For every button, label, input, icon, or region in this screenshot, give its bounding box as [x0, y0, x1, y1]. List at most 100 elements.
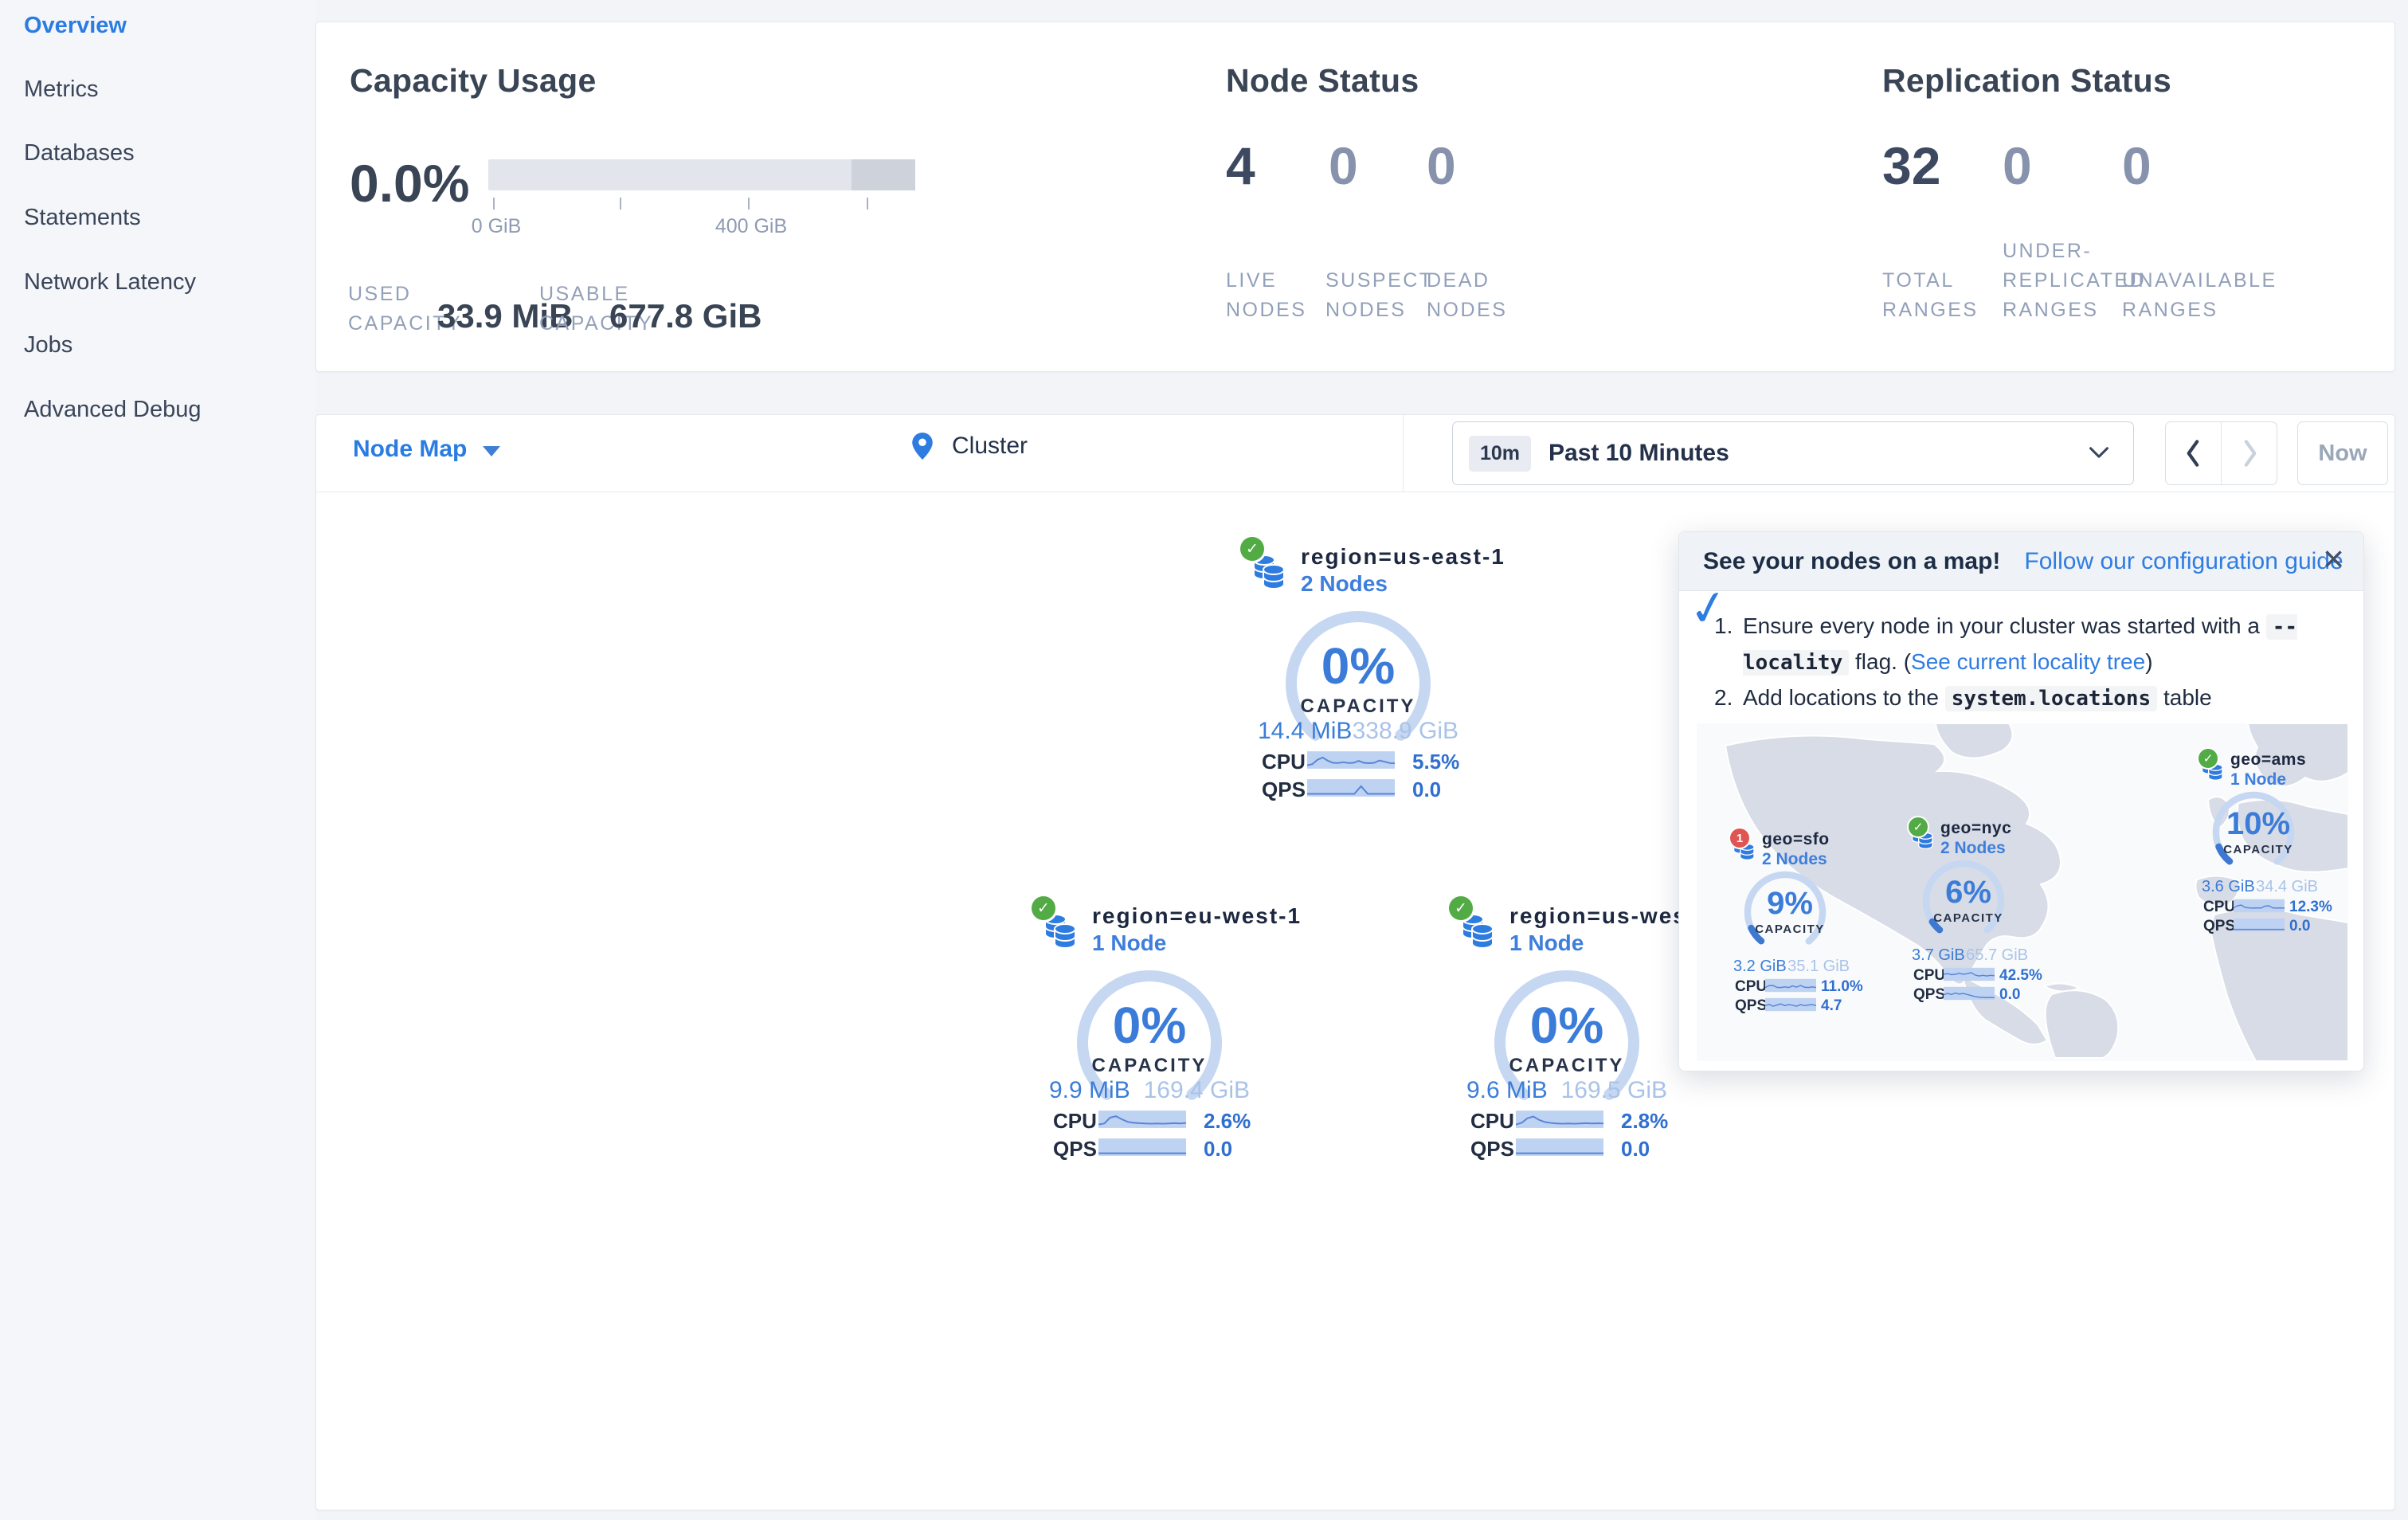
region-nodes-link[interactable]: 1 Node — [1092, 930, 1167, 955]
sidebar-item-metrics[interactable]: Metrics — [24, 76, 99, 102]
view-mode-label: Node Map — [353, 436, 468, 462]
region-card-us-east-1[interactable]: ✓ region=us-east-1 2 Nodes 0% CAPACITY 1… — [1239, 536, 1504, 811]
configuration-guide-link[interactable]: Follow our configuration guide — [2024, 547, 2343, 574]
region-nodes-link[interactable]: 2 Nodes — [1301, 571, 1388, 596]
sidebar-item-advanced-debug[interactable]: Advanced Debug — [24, 397, 202, 422]
mini-region-card-geo-sfo[interactable]: 1 geo=sfo 2 Nodes 9% CAPACITY 3.2 GiB 35… — [1730, 829, 1863, 1014]
view-mode-dropdown[interactable]: Node Map — [353, 436, 501, 463]
usable-capacity-value: 677.8 GiB — [609, 297, 762, 335]
live-nodes-count: 4 — [1226, 136, 1255, 195]
region-nodes-link[interactable]: 2 Nodes — [1940, 839, 2006, 857]
capacity-gauge — [1922, 860, 2005, 942]
sidebar-item-network-latency[interactable]: Network Latency — [24, 269, 196, 295]
cpu-label: CPU — [1053, 1109, 1097, 1133]
capacity-percent: 9% — [1767, 886, 1813, 921]
healthy-status-icon: ✓ — [1240, 537, 1264, 561]
cpu-value: 2.6% — [1204, 1109, 1251, 1133]
cpu-label: CPU — [1470, 1109, 1514, 1133]
used-value: 14.4 MiB — [1258, 718, 1353, 744]
database-stack-icon — [1462, 914, 1494, 949]
cpu-sparkline — [1098, 1111, 1186, 1128]
qps-sparkline — [2234, 918, 2285, 932]
time-step-forward-button[interactable] — [2221, 422, 2277, 484]
chevron-down-icon — [2089, 447, 2108, 458]
qps-value: 0.0 — [1204, 1137, 1233, 1161]
replication-status-title: Replication Status — [1882, 62, 2172, 99]
sidebar-item-databases[interactable]: Databases — [24, 140, 135, 166]
cpu-value: 5.5% — [1412, 750, 1460, 774]
used-capacity-value: 33.9 MiB — [437, 297, 574, 335]
node-map-setup-popup: See your nodes on a map! Follow our conf… — [1678, 531, 2364, 1071]
under-replicated-ranges-label: UNDER-REPLICATED RANGES — [2003, 240, 2147, 321]
total-value: 169.5 GiB — [1560, 1077, 1667, 1103]
region-nodes-link[interactable]: 1 Node — [1509, 930, 1584, 955]
time-range-badge: 10m — [1469, 435, 1532, 472]
capacity-caption: CAPACITY — [1509, 1055, 1625, 1076]
total-ranges-label: TOTAL RANGES — [1882, 269, 1979, 321]
total-ranges-count: 32 — [1882, 136, 1941, 195]
sidebar-item-jobs[interactable]: Jobs — [24, 332, 73, 358]
used-value: 9.9 MiB — [1049, 1077, 1130, 1103]
close-icon[interactable]: × — [2323, 538, 2344, 579]
database-stack-icon — [1253, 554, 1285, 590]
capacity-percent: 6% — [1945, 875, 1991, 910]
capacity-axis-label-0: 0 GiB — [471, 215, 522, 237]
sidebar-item-overview[interactable]: Overview — [24, 13, 127, 38]
unavailable-ranges-label: UNAVAILABLE RANGES — [2122, 269, 2277, 321]
cpu-label: CPU — [1913, 967, 1946, 984]
used-value: 3.6 GiB — [2202, 878, 2255, 895]
qps-label: QPS — [2203, 918, 2236, 934]
qps-sparkline — [1944, 986, 1995, 1001]
breadcrumb-label: Cluster — [952, 433, 1028, 459]
capacity-axis-tick — [867, 198, 868, 210]
mini-region-card-geo-ams[interactable]: ✓ geo=ams 1 Node 10% CAPACITY 3.6 GiB 34… — [2199, 749, 2332, 934]
chevron-right-icon — [2244, 440, 2256, 467]
qps-label: QPS — [1913, 986, 1946, 1003]
region-name: region=us-east-1 — [1301, 544, 1505, 569]
now-button[interactable]: Now — [2297, 421, 2388, 485]
region-card-eu-west-1[interactable]: ✓ region=eu-west-1 1 Node 0% CAPACITY 9.… — [1030, 895, 1300, 1170]
total-value: 338.9 GiB — [1352, 718, 1459, 744]
time-range-dropdown[interactable]: 10m Past 10 Minutes — [1452, 421, 2134, 485]
suspect-nodes-count: 0 — [1329, 136, 1358, 195]
region-card-us-west-1[interactable]: ✓ region=us-west-1 1 Node 0% CAPACITY 9.… — [1447, 895, 1717, 1170]
used-value: 3.7 GiB — [1912, 946, 1965, 964]
capacity-usage-title: Capacity Usage — [350, 62, 597, 99]
used-value: 9.6 MiB — [1466, 1077, 1548, 1103]
locality-tree-link[interactable]: See current locality tree — [1911, 649, 2146, 674]
total-value: 65.7 GiB — [1966, 946, 2028, 964]
used-capacity-label: USED CAPACITY — [348, 283, 463, 335]
qps-sparkline — [1307, 779, 1395, 797]
cpu-label: CPU — [1262, 750, 1306, 774]
region-name: geo=sfo — [1762, 830, 1830, 848]
node-map-toolbar: Node Map Cluster 10m Past 10 Minutes — [316, 415, 2394, 492]
world-map — [1724, 723, 2348, 1061]
usable-capacity-label: USABLE CAPACITY — [539, 283, 654, 335]
sidebar-item-statements[interactable]: Statements — [24, 205, 141, 230]
qps-value: 4.7 — [1821, 997, 1842, 1014]
total-value: 169.4 GiB — [1143, 1077, 1250, 1103]
region-nodes-link[interactable]: 1 Node — [2230, 770, 2287, 789]
popup-title: See your nodes on a map! — [1703, 547, 2001, 574]
database-stack-icon — [1044, 914, 1076, 949]
qps-value: 0.0 — [2289, 918, 2311, 934]
time-step-back-button[interactable] — [2166, 422, 2221, 484]
healthy-status-icon: ✓ — [1449, 896, 1473, 920]
region-nodes-link[interactable]: 2 Nodes — [1762, 850, 1827, 868]
caret-down-icon — [483, 445, 501, 456]
qps-value: 0.0 — [1999, 986, 2021, 1003]
cpu-label: CPU — [1735, 978, 1768, 995]
cpu-value: 12.3% — [2289, 899, 2332, 915]
locality-breadcrumb[interactable]: Cluster — [912, 433, 1028, 460]
capacity-percent: 0% — [1112, 997, 1187, 1054]
toolbar-divider — [1403, 415, 1404, 492]
cpu-label: CPU — [2203, 899, 2236, 915]
capacity-axis-tick — [620, 198, 621, 210]
mini-region-card-geo-nyc[interactable]: ✓ geo=nyc 2 Nodes 6% CAPACITY 3.7 GiB 65… — [1909, 817, 2042, 1003]
capacity-caption: CAPACITY — [1755, 923, 1825, 936]
region-name: geo=nyc — [1940, 819, 2012, 837]
capacity-caption: CAPACITY — [1933, 911, 2003, 925]
dead-nodes-count: 0 — [1427, 136, 1456, 195]
capacity-gauge — [1494, 970, 1639, 1115]
